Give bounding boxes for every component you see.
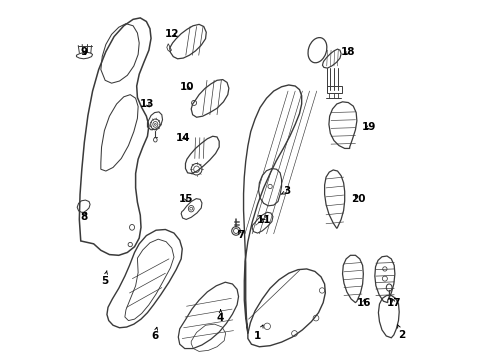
Text: 6: 6	[151, 327, 158, 341]
Text: 3: 3	[281, 186, 291, 197]
Text: 13: 13	[140, 99, 155, 109]
Text: 1: 1	[254, 325, 263, 341]
Text: 2: 2	[397, 325, 406, 340]
Text: 7: 7	[237, 230, 245, 239]
Text: 18: 18	[341, 46, 356, 57]
Text: 5: 5	[101, 271, 108, 286]
Text: 9: 9	[81, 46, 88, 57]
Text: 12: 12	[165, 29, 180, 39]
Text: 11: 11	[256, 215, 271, 225]
Text: 10: 10	[180, 82, 194, 93]
Text: 17: 17	[387, 298, 401, 308]
Text: 15: 15	[178, 194, 193, 204]
Text: 8: 8	[81, 212, 88, 221]
Text: 20: 20	[351, 194, 365, 204]
Text: 4: 4	[217, 310, 224, 323]
Text: 16: 16	[357, 298, 371, 308]
Text: 14: 14	[176, 133, 191, 143]
Bar	[327, 86, 342, 93]
Text: 19: 19	[362, 122, 376, 132]
